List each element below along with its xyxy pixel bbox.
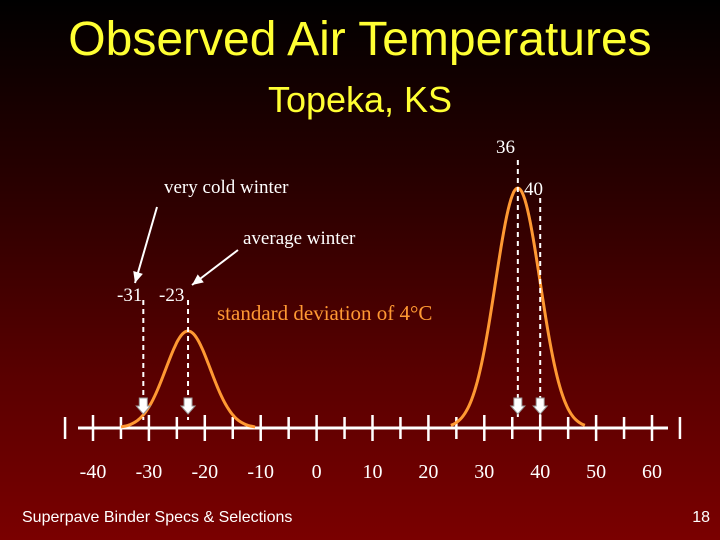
cold-mean-label: -23 [159, 285, 185, 306]
marker-arrow-icon [179, 397, 197, 415]
average-winter-label: average winter [243, 228, 356, 249]
x-tick-label: 60 [642, 461, 662, 483]
x-tick-label: -10 [247, 461, 274, 483]
x-tick-label: 0 [312, 461, 322, 483]
marker-arrow-icon [532, 397, 549, 415]
slide-subtitle: Topeka, KS [267, 79, 453, 120]
x-tick-label: -30 [136, 461, 163, 483]
hot-high-label: 40 [524, 179, 543, 200]
std-dev-note: standard deviation of 4°C [217, 301, 433, 325]
marker-arrow-icon [135, 397, 152, 415]
very-cold-pointer-arrow [134, 206, 158, 284]
x-tick-label: -20 [191, 461, 218, 483]
marker-arrow-icon [509, 397, 526, 415]
footer-course-title: Superpave Binder Specs & Selections [22, 509, 293, 526]
x-tick-label: -40 [80, 461, 107, 483]
very-cold-winter-label: very cold winter [164, 177, 289, 198]
cold-low-label: -31 [117, 285, 143, 306]
x-tick-label: 30 [474, 461, 494, 483]
page-number: 18 [692, 509, 710, 526]
x-tick-label: 20 [418, 461, 438, 483]
x-tick-label: 10 [363, 461, 383, 483]
slide-title: Observed Air Temperatures [68, 13, 652, 66]
x-tick-label: 50 [586, 461, 606, 483]
very-cold-pointer-arrow-head [133, 271, 143, 283]
hot-mean-label: 36 [496, 137, 515, 158]
x-tick-label: 40 [530, 461, 550, 483]
average-winter-pointer-arrow-head [192, 274, 204, 285]
